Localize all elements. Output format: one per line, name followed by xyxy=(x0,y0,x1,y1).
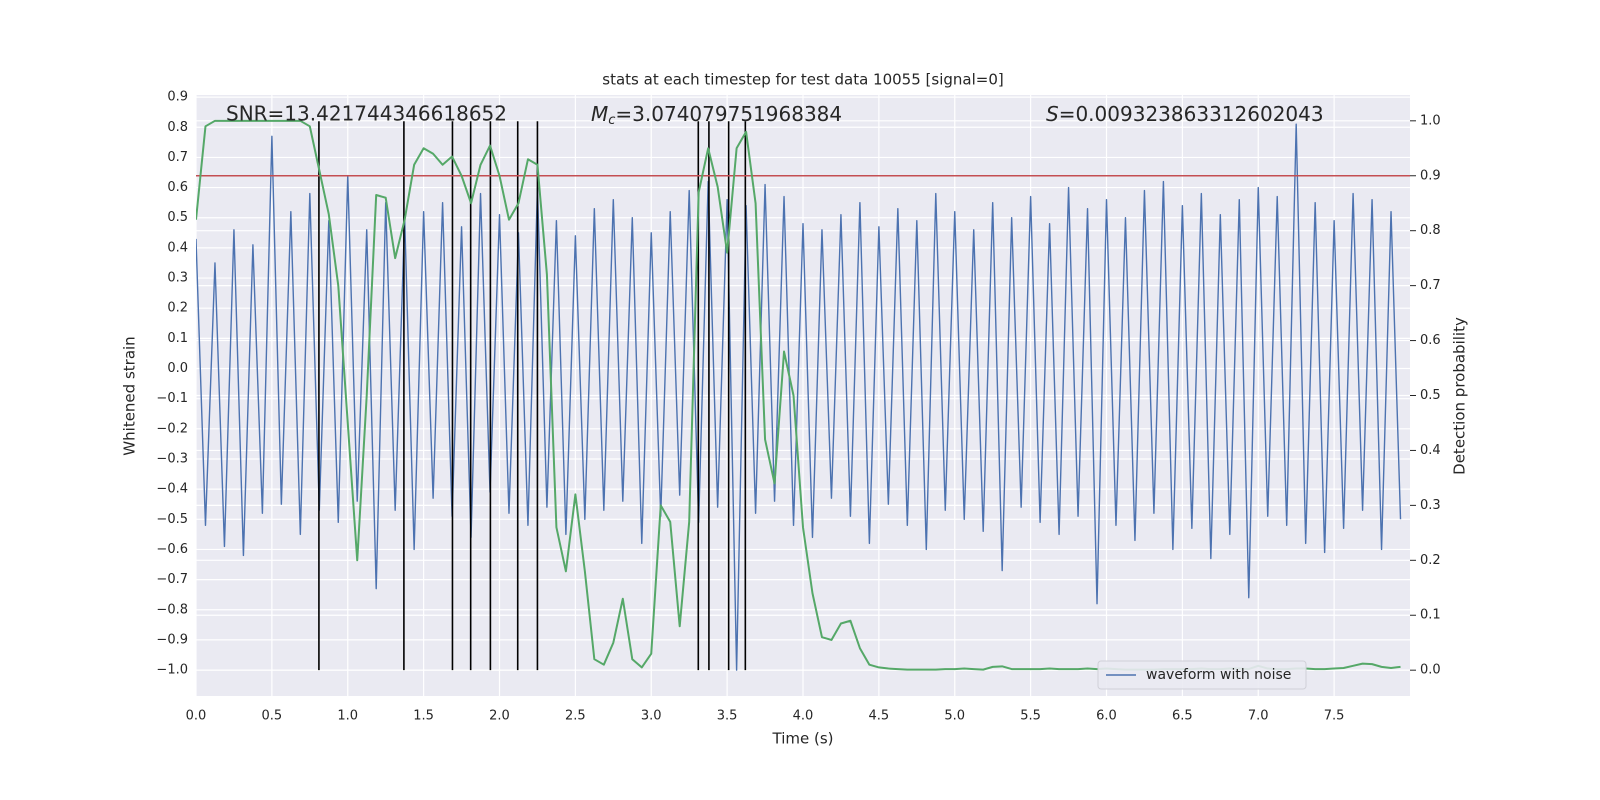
data-line xyxy=(196,123,1402,671)
y-tick-label: −0.3 xyxy=(156,451,188,466)
y2-tick-label: 0.0 xyxy=(1420,663,1441,678)
x-tick-label: 3.5 xyxy=(717,709,738,724)
y-tick-label: 0.7 xyxy=(167,150,188,165)
y-axis-label: Whitened strain xyxy=(121,336,139,455)
y2-tick-label: 0.6 xyxy=(1420,333,1441,348)
x-tick-label: 6.0 xyxy=(1096,709,1117,724)
y-tick-label: 0.0 xyxy=(167,361,188,376)
x-tick-label: 7.0 xyxy=(1248,709,1269,724)
y-tick-label: −0.5 xyxy=(156,512,188,527)
y2-tick-label: 0.1 xyxy=(1420,608,1441,623)
y-tick-label: −0.7 xyxy=(156,572,188,587)
annotation-text: =0.009323863312602043 xyxy=(1059,102,1324,126)
annotation-subscript: c xyxy=(608,113,615,128)
annotation-symbol: M xyxy=(591,102,608,126)
x-tick-label: 4.0 xyxy=(793,709,814,724)
y-tick-label: 0.3 xyxy=(167,271,188,286)
y-tick-label: 0.8 xyxy=(167,120,188,135)
y2-tick-label: 1.0 xyxy=(1420,113,1441,128)
y2-tick-label: 0.8 xyxy=(1420,223,1441,238)
x-tick-label: 2.5 xyxy=(565,709,586,724)
annotation: Mc=3.074079751968384 xyxy=(591,102,842,128)
y-tick-label: −0.1 xyxy=(156,391,188,406)
legend: waveform with noise xyxy=(1097,660,1307,690)
x-tick-label: 5.0 xyxy=(944,709,965,724)
x-axis-label: Time (s) xyxy=(772,730,834,748)
annotation-symbol: S xyxy=(1046,102,1059,126)
legend-label: waveform with noise xyxy=(1146,667,1291,683)
y2-axis-label: Detection probability xyxy=(1451,317,1469,475)
x-tick-label: 1.5 xyxy=(413,709,434,724)
x-tick-label: 0.5 xyxy=(262,709,283,724)
y-tick-label: 0.6 xyxy=(167,180,188,195)
x-tick-label: 2.0 xyxy=(489,709,510,724)
x-tick-label: 7.5 xyxy=(1324,709,1345,724)
y-tick-label: 0.2 xyxy=(167,301,188,316)
x-tick-label: 6.5 xyxy=(1172,709,1193,724)
y2-tick-label: 0.4 xyxy=(1420,443,1441,458)
y2-tick-label: 0.5 xyxy=(1420,388,1441,403)
x-tick-label: 1.0 xyxy=(337,709,358,724)
x-tick-label: 4.5 xyxy=(869,709,890,724)
y-tick-label: −0.9 xyxy=(156,632,188,647)
y-tick-label: −1.0 xyxy=(156,663,188,678)
y2-tick-label: 0.9 xyxy=(1420,168,1441,183)
axes: 0.0 0.5 1.0 1.5 2.0 2.5 3.0 3.5 4.0 4.5 5.0 5.5 6.0 6… xyxy=(156,90,1440,724)
y-tick-label: 0.5 xyxy=(167,210,188,225)
x-tick-label: 3.0 xyxy=(641,709,662,724)
y2-tick-label: 0.7 xyxy=(1420,278,1441,293)
y-tick-label: −0.8 xyxy=(156,602,188,617)
x-tick-label: 0.0 xyxy=(186,709,207,724)
y-tick-label: −0.4 xyxy=(156,482,188,497)
y-tick-label: 0.4 xyxy=(167,240,188,255)
annotation-text: =3.074079751968384 xyxy=(615,102,842,126)
annotation: SNR=13.421744346618652 xyxy=(226,102,507,126)
y-tick-label: −0.2 xyxy=(156,421,188,436)
y2-tick-label: 0.3 xyxy=(1420,498,1441,513)
y2-tick-label: 0.2 xyxy=(1420,553,1441,568)
legend-box xyxy=(1097,660,1307,690)
y-tick-label: −0.6 xyxy=(156,542,188,557)
chart-title: stats at each timestep for test data 100… xyxy=(602,71,1003,89)
x-tick-label: 5.5 xyxy=(1020,709,1041,724)
y-tick-label: 0.9 xyxy=(167,90,188,105)
annotation: S=0.009323863312602043 xyxy=(1046,102,1324,126)
y-tick-label: 0.1 xyxy=(167,331,188,346)
